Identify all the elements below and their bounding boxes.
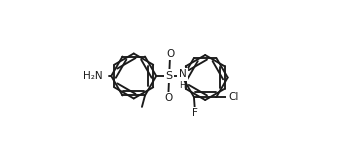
Text: S: S (166, 71, 173, 81)
Text: O: O (164, 93, 172, 103)
Text: H: H (179, 81, 186, 90)
Text: N: N (178, 69, 186, 79)
Text: Cl: Cl (228, 92, 238, 102)
Text: H₂N: H₂N (83, 71, 103, 81)
Text: F: F (192, 108, 198, 118)
Text: O: O (166, 49, 174, 59)
